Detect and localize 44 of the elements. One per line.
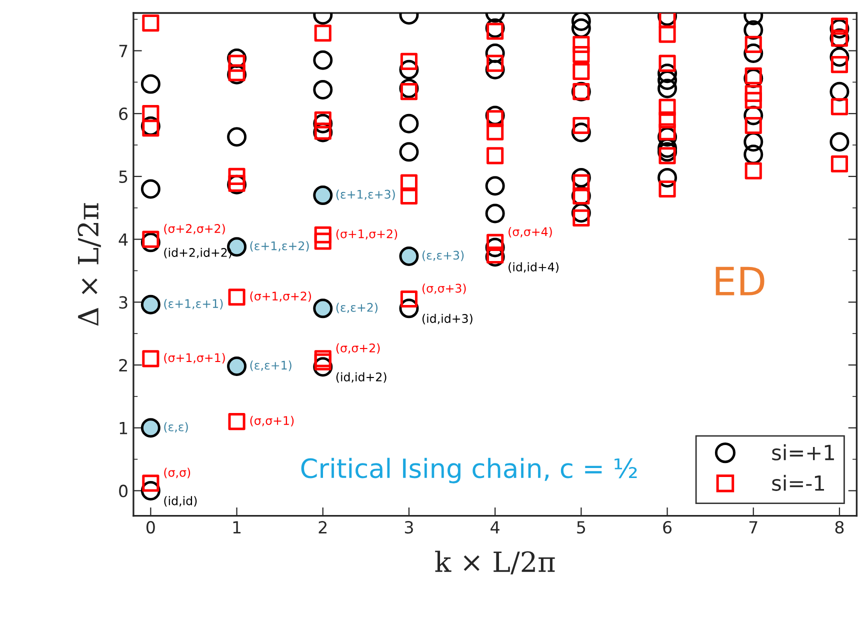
annotation: (id,id+3) bbox=[422, 314, 472, 324]
y-axis-title: Δ × L/2π bbox=[78, 203, 101, 326]
annotation: (σ+1,σ+2) bbox=[336, 229, 398, 240]
annotation: (id,id+2) bbox=[336, 372, 386, 383]
annotation: Critical Ising chain, c = ½ bbox=[301, 458, 637, 484]
x-tick-label: 0 bbox=[146, 520, 155, 534]
annotation: (σ,σ+4) bbox=[508, 227, 552, 238]
annotation: (ε,ε+2) bbox=[336, 302, 378, 314]
annotation: (id,id+4) bbox=[508, 262, 558, 273]
annotation: (σ,σ+1) bbox=[250, 416, 294, 426]
y-tick-label: 6 bbox=[119, 108, 128, 120]
annotation: (σ,σ+2) bbox=[336, 343, 380, 354]
annotation: (ε+1,ε+1) bbox=[164, 298, 223, 310]
annotation: (σ+2,σ+2) bbox=[164, 224, 225, 234]
y-tick-label: 4 bbox=[118, 233, 128, 246]
y-tick-label: 7 bbox=[119, 44, 128, 58]
annotation: (ε,ε+1) bbox=[250, 360, 292, 372]
annotation: (ε+1,ε+3) bbox=[336, 190, 395, 200]
x-tick-label: 1 bbox=[233, 521, 241, 534]
x-tick-label: 5 bbox=[577, 521, 586, 534]
y-tick-label: 5 bbox=[119, 170, 128, 184]
annotation: (σ+1,σ+1) bbox=[164, 353, 225, 364]
x-tick-label: 8 bbox=[835, 520, 844, 534]
y-tick-label: 3 bbox=[119, 296, 128, 309]
y-tick-label: 2 bbox=[119, 358, 127, 372]
annotation: (ε,ε+3) bbox=[422, 250, 464, 262]
annotation: (σ,σ) bbox=[164, 468, 190, 478]
annotation: ED bbox=[716, 266, 764, 296]
annotation: (σ+1,σ+2) bbox=[250, 291, 311, 302]
x-axis-title: k × L/2π bbox=[435, 550, 555, 574]
annotation: (ε,ε) bbox=[164, 422, 188, 433]
annotation: (id,id) bbox=[164, 496, 197, 507]
x-tick-label: 6 bbox=[663, 520, 672, 534]
legend-label: si=+1 bbox=[772, 444, 834, 460]
annotation: (ε+1,ε+2) bbox=[250, 241, 309, 252]
x-tick-label: 3 bbox=[404, 520, 413, 534]
x-tick-label: 7 bbox=[749, 521, 758, 534]
x-tick-label: 4 bbox=[490, 521, 500, 534]
legend-label: si=-1 bbox=[772, 474, 824, 491]
annotation: (σ,σ+3) bbox=[422, 284, 466, 294]
y-tick-label: 0 bbox=[119, 484, 128, 498]
x-tick-label: 2 bbox=[318, 520, 327, 534]
y-tick-label: 1 bbox=[120, 422, 128, 434]
annotation: (id+2,id+2) bbox=[164, 248, 232, 258]
